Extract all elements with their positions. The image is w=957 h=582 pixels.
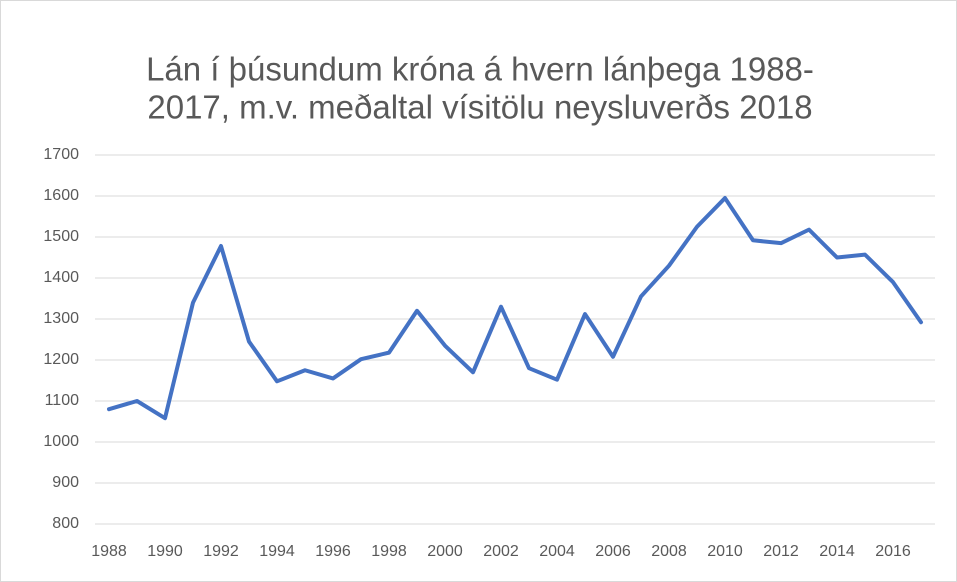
data-line — [107, 196, 923, 421]
x-tick-label: 1990 — [147, 543, 183, 560]
x-tick-label: 1998 — [371, 543, 407, 560]
x-tick-label: 2010 — [707, 543, 743, 560]
y-tick-label: 1600 — [43, 187, 79, 204]
y-tick-label: 1200 — [43, 351, 79, 368]
x-tick-label: 2002 — [483, 543, 519, 560]
y-tick-label: 1400 — [43, 269, 79, 286]
y-tick-label: 1700 — [43, 146, 79, 163]
x-tick-label: 2016 — [875, 543, 911, 560]
y-tick-label: 1500 — [43, 228, 79, 245]
y-tick-label: 1300 — [43, 310, 79, 327]
x-tick-label: 2012 — [763, 543, 799, 560]
x-tick-label: 1994 — [259, 543, 295, 560]
y-tick-label: 1000 — [43, 433, 79, 450]
chart-title: 2017, m.v. meðaltal vísitölu neysluverðs… — [147, 89, 812, 126]
x-tick-label: 2000 — [427, 543, 463, 560]
x-tick-label: 1988 — [91, 543, 127, 560]
x-tick-label: 1992 — [203, 543, 239, 560]
x-tick-label: 2004 — [539, 543, 575, 560]
y-tick-label: 1100 — [45, 392, 80, 409]
chart-title: Lán í þúsundum króna á hvern lánþega 198… — [146, 51, 814, 88]
x-tick-label: 2008 — [651, 543, 687, 560]
x-tick-label: 2014 — [819, 543, 855, 560]
x-tick-label: 2006 — [595, 543, 631, 560]
y-tick-label: 900 — [52, 474, 79, 491]
y-tick-label: 800 — [52, 515, 79, 532]
x-tick-label: 1996 — [315, 543, 351, 560]
